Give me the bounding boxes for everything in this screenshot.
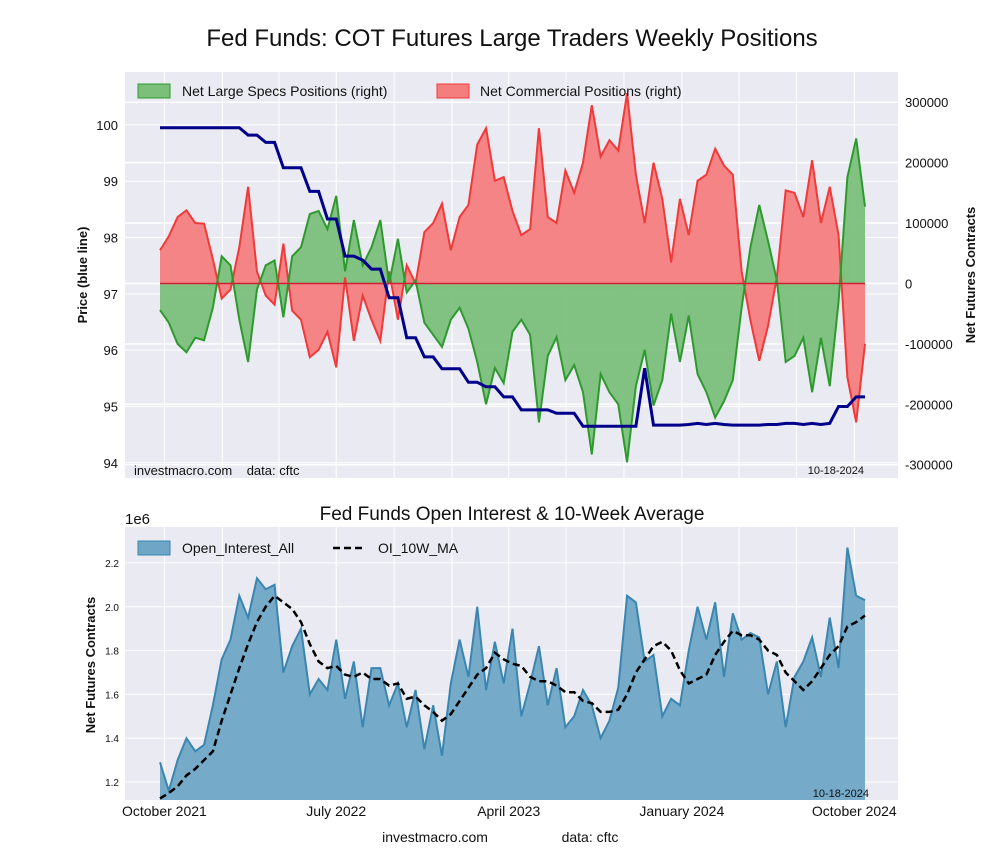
legend-label-open-interest: Open_Interest_All bbox=[182, 540, 294, 556]
open-interest-y-label: Net Futures Contracts bbox=[83, 597, 98, 734]
open-interest-marks bbox=[159, 547, 866, 800]
oi-tick-label: 1.6 bbox=[105, 690, 119, 701]
open-interest-legend: Open_Interest_All OI_10W_MA bbox=[137, 540, 459, 556]
open-interest-area bbox=[160, 547, 865, 800]
x-axis-ticks: October 2021 July 2022 April 2023 January 2… bbox=[122, 803, 897, 819]
legend-label-specs: Net Large Specs Positions (right) bbox=[182, 83, 387, 99]
open-interest-title: Fed Funds Open Interest & 10-Week Averag… bbox=[320, 504, 705, 525]
oi-tick-label: 2.0 bbox=[105, 603, 119, 614]
positions-marks bbox=[159, 92, 866, 463]
source-annotation: investmacro.com data: cftc bbox=[134, 463, 300, 478]
open-interest-y-ticks: 1.2 1.4 1.6 1.8 2.0 2.2 bbox=[105, 559, 119, 789]
ma-line bbox=[159, 594, 866, 800]
legend-label-commercial: Net Commercial Positions (right) bbox=[480, 83, 682, 99]
price-tick-label: 94 bbox=[104, 456, 118, 471]
contracts-tick-label: 300000 bbox=[905, 95, 948, 110]
contracts-tick-label: -100000 bbox=[905, 337, 953, 352]
positions-chart: 94 95 96 97 98 99 100 -300000 -200000 -100000 0 10… bbox=[75, 72, 978, 478]
legend-swatch-open-interest bbox=[137, 540, 171, 556]
open-interest-chart: Fed Funds Open Interest & 10-Week Averag… bbox=[83, 504, 898, 819]
price-axis-label: Price (blue line) bbox=[75, 227, 90, 324]
oi-tick-label: 1.4 bbox=[105, 734, 119, 745]
contracts-tick-label: 200000 bbox=[905, 156, 948, 171]
price-axis-ticks: 94 95 96 97 98 99 100 bbox=[96, 118, 118, 471]
price-tick-label: 95 bbox=[104, 399, 118, 414]
price-tick-label: 97 bbox=[104, 287, 118, 302]
contracts-axis-label: Net Futures Contracts bbox=[963, 207, 978, 344]
x-tick-label: October 2021 bbox=[122, 803, 207, 819]
price-line bbox=[160, 126, 865, 428]
commercial-area bbox=[160, 93, 865, 423]
x-tick-label: January 2024 bbox=[639, 803, 724, 819]
x-tick-label: October 2024 bbox=[812, 803, 897, 819]
positions-legend: Net Large Specs Positions (right) Net Co… bbox=[137, 83, 682, 99]
legend-swatch-specs bbox=[137, 83, 171, 99]
contracts-tick-label: 100000 bbox=[905, 216, 948, 231]
specs-line bbox=[159, 138, 866, 463]
price-tick-label: 99 bbox=[104, 174, 118, 189]
contracts-tick-label: -300000 bbox=[905, 458, 953, 473]
contracts-axis-ticks: -300000 -200000 -100000 0 100000 200000 300000 bbox=[905, 95, 953, 473]
oi-tick-label: 1.2 bbox=[105, 778, 119, 789]
price-tick-label: 98 bbox=[104, 231, 118, 246]
contracts-tick-label: 0 bbox=[905, 276, 912, 291]
y-scale-label: 1e6 bbox=[125, 511, 150, 528]
legend-swatch-commercial bbox=[436, 83, 470, 99]
legend-label-ma: OI_10W_MA bbox=[378, 540, 459, 556]
date-annotation-top: 10-18-2024 bbox=[808, 465, 864, 477]
oi-tick-label: 2.2 bbox=[105, 559, 119, 570]
x-tick-label: April 2023 bbox=[477, 803, 540, 819]
oi-tick-label: 1.8 bbox=[105, 647, 119, 658]
price-tick-label: 96 bbox=[104, 343, 118, 358]
contracts-tick-label: -200000 bbox=[905, 397, 953, 412]
footer-site: investmacro.com bbox=[382, 829, 488, 845]
figure-title: Fed Funds: COT Futures Large Traders Wee… bbox=[206, 25, 817, 52]
date-annotation-bottom: 10-18-2024 bbox=[813, 788, 869, 800]
x-tick-label: July 2022 bbox=[306, 803, 366, 819]
price-tick-label: 100 bbox=[96, 118, 118, 133]
footer-source: data: cftc bbox=[562, 829, 619, 845]
